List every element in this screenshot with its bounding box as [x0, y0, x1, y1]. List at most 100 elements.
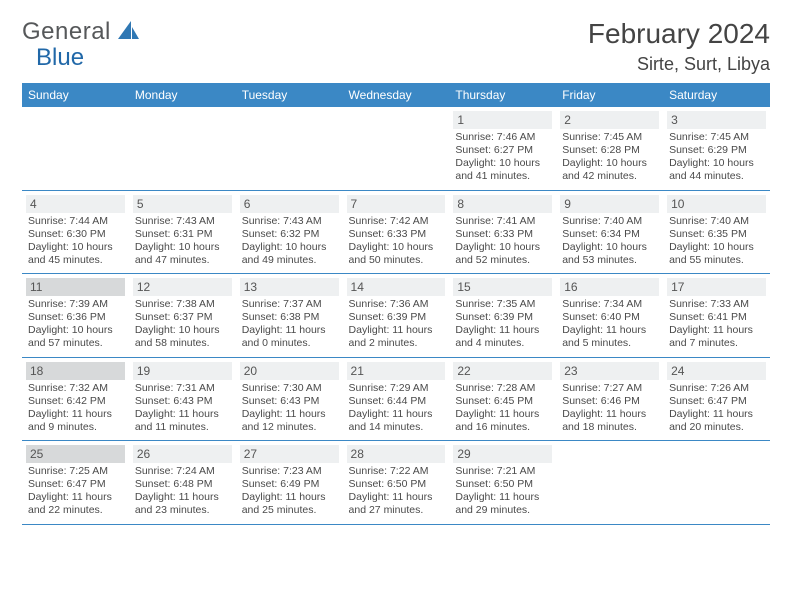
calendar-day-cell: 16Sunrise: 7:34 AMSunset: 6:40 PMDayligh… [556, 274, 663, 358]
day-details: Sunrise: 7:45 AMSunset: 6:29 PMDaylight:… [667, 131, 766, 184]
calendar-day-cell: 3 Sunrise: 7:45 AMSunset: 6:29 PMDaylight… [663, 107, 770, 190]
day-details: Sunrise: 7:43 AMSunset: 6:32 PMDaylight:… [240, 215, 339, 268]
weekday-header: Sunday [22, 83, 129, 107]
sunset-text: Sunset: 6:43 PM [135, 395, 230, 408]
day-number: 17 [667, 278, 766, 296]
calendar-week-row: 25Sunrise: 7:25 AMSunset: 6:47 PMDayligh… [22, 441, 770, 525]
day-number: 12 [133, 278, 232, 296]
logo-sail-icon [117, 19, 141, 46]
daylight-text: Daylight: 11 hours and 12 minutes. [242, 408, 337, 434]
day-details: Sunrise: 7:25 AMSunset: 6:47 PMDaylight:… [26, 465, 125, 518]
weekday-header: Friday [556, 83, 663, 107]
sunrise-text: Sunrise: 7:27 AM [562, 382, 657, 395]
sunset-text: Sunset: 6:31 PM [135, 228, 230, 241]
weekday-header: Tuesday [236, 83, 343, 107]
sunset-text: Sunset: 6:49 PM [242, 478, 337, 491]
sunrise-text: Sunrise: 7:30 AM [242, 382, 337, 395]
calendar-day-cell: . [343, 107, 450, 190]
sunset-text: Sunset: 6:50 PM [349, 478, 444, 491]
sunset-text: Sunset: 6:47 PM [669, 395, 764, 408]
calendar-body: ....1Sunrise: 7:46 AMSunset: 6:27 PMDayl… [22, 107, 770, 524]
day-details: Sunrise: 7:40 AMSunset: 6:35 PMDaylight:… [667, 215, 766, 268]
day-details: Sunrise: 7:23 AMSunset: 6:49 PMDaylight:… [240, 465, 339, 518]
daylight-text: Daylight: 11 hours and 22 minutes. [28, 491, 123, 517]
day-details: Sunrise: 7:26 AMSunset: 6:47 PMDaylight:… [667, 382, 766, 435]
daylight-text: Daylight: 10 hours and 58 minutes. [135, 324, 230, 350]
daylight-text: Daylight: 11 hours and 25 minutes. [242, 491, 337, 517]
day-number: 19 [133, 362, 232, 380]
calendar-day-cell: 2Sunrise: 7:45 AMSunset: 6:28 PMDaylight… [556, 107, 663, 190]
calendar-week-row: 4Sunrise: 7:44 AMSunset: 6:30 PMDaylight… [22, 190, 770, 274]
sunrise-text: Sunrise: 7:41 AM [455, 215, 550, 228]
daylight-text: Daylight: 11 hours and 11 minutes. [135, 408, 230, 434]
day-number: 5 [133, 195, 232, 213]
sunrise-text: Sunrise: 7:36 AM [349, 298, 444, 311]
day-number: 2 [560, 111, 659, 129]
sunrise-text: Sunrise: 7:45 AM [669, 131, 764, 144]
calendar-day-cell: 23Sunrise: 7:27 AMSunset: 6:46 PMDayligh… [556, 357, 663, 441]
sunset-text: Sunset: 6:34 PM [562, 228, 657, 241]
day-details: Sunrise: 7:43 AMSunset: 6:31 PMDaylight:… [133, 215, 232, 268]
sunrise-text: Sunrise: 7:29 AM [349, 382, 444, 395]
day-details: Sunrise: 7:28 AMSunset: 6:45 PMDaylight:… [453, 382, 552, 435]
sunrise-text: Sunrise: 7:22 AM [349, 465, 444, 478]
day-number: 8 [453, 195, 552, 213]
calendar-day-cell: 27Sunrise: 7:23 AMSunset: 6:49 PMDayligh… [236, 441, 343, 525]
logo: General [22, 18, 143, 46]
day-number: 11 [26, 278, 125, 296]
day-number: 21 [347, 362, 446, 380]
daylight-text: Daylight: 10 hours and 53 minutes. [562, 241, 657, 267]
day-details: Sunrise: 7:24 AMSunset: 6:48 PMDaylight:… [133, 465, 232, 518]
logo-text-general: General [22, 18, 111, 46]
day-details: Sunrise: 7:34 AMSunset: 6:40 PMDaylight:… [560, 298, 659, 351]
day-number: 3 [667, 111, 766, 129]
daylight-text: Daylight: 10 hours and 50 minutes. [349, 241, 444, 267]
calendar-day-cell: 25Sunrise: 7:25 AMSunset: 6:47 PMDayligh… [22, 441, 129, 525]
sunrise-text: Sunrise: 7:43 AM [135, 215, 230, 228]
daylight-text: Daylight: 11 hours and 7 minutes. [669, 324, 764, 350]
weekday-header: Wednesday [343, 83, 450, 107]
sunset-text: Sunset: 6:37 PM [135, 311, 230, 324]
day-details: Sunrise: 7:21 AMSunset: 6:50 PMDaylight:… [453, 465, 552, 518]
calendar-day-cell: 18 Sunrise: 7:32 AMSunset: 6:42 PMDayligh… [22, 357, 129, 441]
sunset-text: Sunset: 6:39 PM [349, 311, 444, 324]
day-number: 18 [26, 362, 125, 380]
daylight-text: Daylight: 11 hours and 4 minutes. [455, 324, 550, 350]
day-number: 10 [667, 195, 766, 213]
daylight-text: Daylight: 11 hours and 23 minutes. [135, 491, 230, 517]
logo-text-blue-wrap: Blue [36, 44, 84, 72]
day-number: 28 [347, 445, 446, 463]
sunrise-text: Sunrise: 7:35 AM [455, 298, 550, 311]
logo-text-blue: Blue [36, 44, 84, 71]
day-details: Sunrise: 7:42 AMSunset: 6:33 PMDaylight:… [347, 215, 446, 268]
sunset-text: Sunset: 6:28 PM [562, 144, 657, 157]
day-details: Sunrise: 7:29 AMSunset: 6:44 PMDaylight:… [347, 382, 446, 435]
day-details: Sunrise: 7:37 AMSunset: 6:38 PMDaylight:… [240, 298, 339, 351]
sunset-text: Sunset: 6:50 PM [455, 478, 550, 491]
daylight-text: Daylight: 11 hours and 29 minutes. [455, 491, 550, 517]
daylight-text: Daylight: 10 hours and 55 minutes. [669, 241, 764, 267]
day-details: Sunrise: 7:32 AMSunset: 6:42 PMDaylight:… [26, 382, 125, 435]
day-number: 26 [133, 445, 232, 463]
sunset-text: Sunset: 6:29 PM [669, 144, 764, 157]
sunset-text: Sunset: 6:46 PM [562, 395, 657, 408]
sunrise-text: Sunrise: 7:24 AM [135, 465, 230, 478]
weekday-header: Monday [129, 83, 236, 107]
daylight-text: Daylight: 11 hours and 14 minutes. [349, 408, 444, 434]
calendar-day-cell: 5 Sunrise: 7:43 AMSunset: 6:31 PMDaylight… [129, 190, 236, 274]
day-number: 22 [453, 362, 552, 380]
month-title: February 2024 [588, 18, 770, 50]
title-block: February 2024 Sirte, Surt, Libya [588, 18, 770, 75]
sunrise-text: Sunrise: 7:45 AM [562, 131, 657, 144]
sunrise-text: Sunrise: 7:37 AM [242, 298, 337, 311]
calendar-day-cell: . [663, 441, 770, 525]
sunrise-text: Sunrise: 7:34 AM [562, 298, 657, 311]
day-details: Sunrise: 7:31 AMSunset: 6:43 PMDaylight:… [133, 382, 232, 435]
sunset-text: Sunset: 6:45 PM [455, 395, 550, 408]
sunrise-text: Sunrise: 7:39 AM [28, 298, 123, 311]
calendar-day-cell: 8Sunrise: 7:41 AMSunset: 6:33 PMDaylight… [449, 190, 556, 274]
calendar-day-cell: 6Sunrise: 7:43 AMSunset: 6:32 PMDaylight… [236, 190, 343, 274]
calendar-day-cell: 4Sunrise: 7:44 AMSunset: 6:30 PMDaylight… [22, 190, 129, 274]
calendar-day-cell: 29Sunrise: 7:21 AMSunset: 6:50 PMDayligh… [449, 441, 556, 525]
daylight-text: Daylight: 11 hours and 20 minutes. [669, 408, 764, 434]
